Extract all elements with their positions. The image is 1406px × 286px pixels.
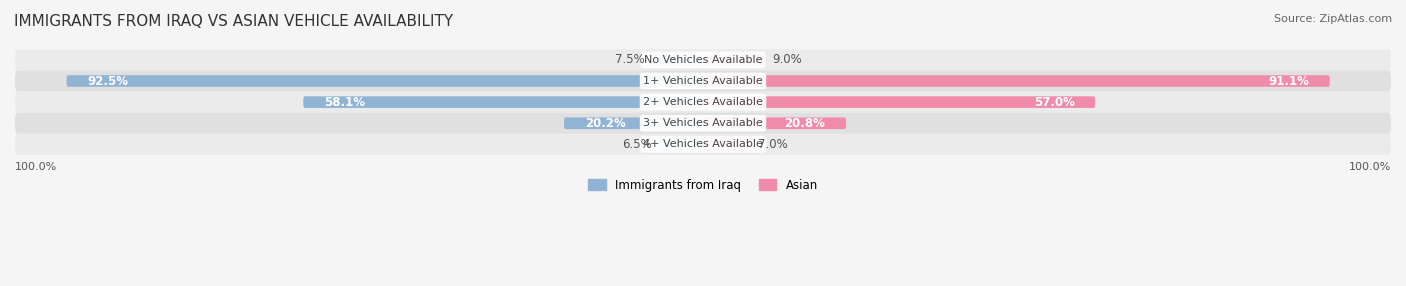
- FancyBboxPatch shape: [703, 138, 751, 150]
- Text: 3+ Vehicles Available: 3+ Vehicles Available: [643, 118, 763, 128]
- FancyBboxPatch shape: [304, 96, 703, 108]
- Text: 100.0%: 100.0%: [1348, 162, 1391, 172]
- FancyBboxPatch shape: [658, 138, 703, 150]
- Text: 100.0%: 100.0%: [15, 162, 58, 172]
- Text: No Vehicles Available: No Vehicles Available: [644, 55, 762, 65]
- FancyBboxPatch shape: [703, 96, 1095, 108]
- Text: Source: ZipAtlas.com: Source: ZipAtlas.com: [1274, 14, 1392, 24]
- FancyBboxPatch shape: [703, 54, 765, 66]
- Text: 7.5%: 7.5%: [614, 53, 644, 66]
- Text: 4+ Vehicles Available: 4+ Vehicles Available: [643, 139, 763, 149]
- Text: 2+ Vehicles Available: 2+ Vehicles Available: [643, 97, 763, 107]
- FancyBboxPatch shape: [564, 118, 703, 129]
- FancyBboxPatch shape: [15, 70, 1391, 92]
- Text: 20.2%: 20.2%: [585, 117, 626, 130]
- FancyBboxPatch shape: [66, 75, 703, 87]
- FancyBboxPatch shape: [651, 54, 703, 66]
- FancyBboxPatch shape: [15, 92, 1391, 113]
- FancyBboxPatch shape: [15, 134, 1391, 155]
- Text: IMMIGRANTS FROM IRAQ VS ASIAN VEHICLE AVAILABILITY: IMMIGRANTS FROM IRAQ VS ASIAN VEHICLE AV…: [14, 14, 453, 29]
- Legend: Immigrants from Iraq, Asian: Immigrants from Iraq, Asian: [583, 174, 823, 196]
- FancyBboxPatch shape: [15, 49, 1391, 70]
- Text: 1+ Vehicles Available: 1+ Vehicles Available: [643, 76, 763, 86]
- Text: 58.1%: 58.1%: [323, 96, 366, 109]
- FancyBboxPatch shape: [703, 75, 1330, 87]
- Text: 9.0%: 9.0%: [772, 53, 801, 66]
- FancyBboxPatch shape: [703, 118, 846, 129]
- Text: 92.5%: 92.5%: [87, 74, 128, 88]
- Text: 57.0%: 57.0%: [1033, 96, 1074, 109]
- Text: 20.8%: 20.8%: [785, 117, 825, 130]
- Text: 6.5%: 6.5%: [621, 138, 651, 151]
- Text: 91.1%: 91.1%: [1268, 74, 1309, 88]
- Text: 7.0%: 7.0%: [758, 138, 787, 151]
- FancyBboxPatch shape: [15, 113, 1391, 134]
